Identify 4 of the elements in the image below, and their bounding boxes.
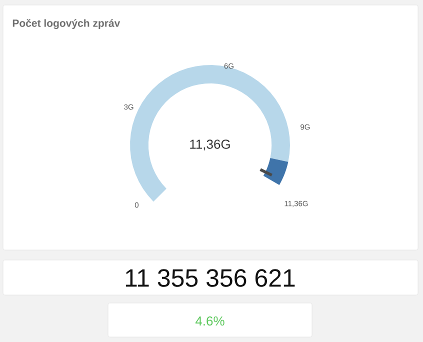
chart-title: Počet logových zpráv	[12, 18, 120, 30]
text: 4.6%	[195, 316, 224, 326]
text: 11 355 356 621	[126, 269, 295, 287]
text: 11,36G	[190, 140, 230, 150]
